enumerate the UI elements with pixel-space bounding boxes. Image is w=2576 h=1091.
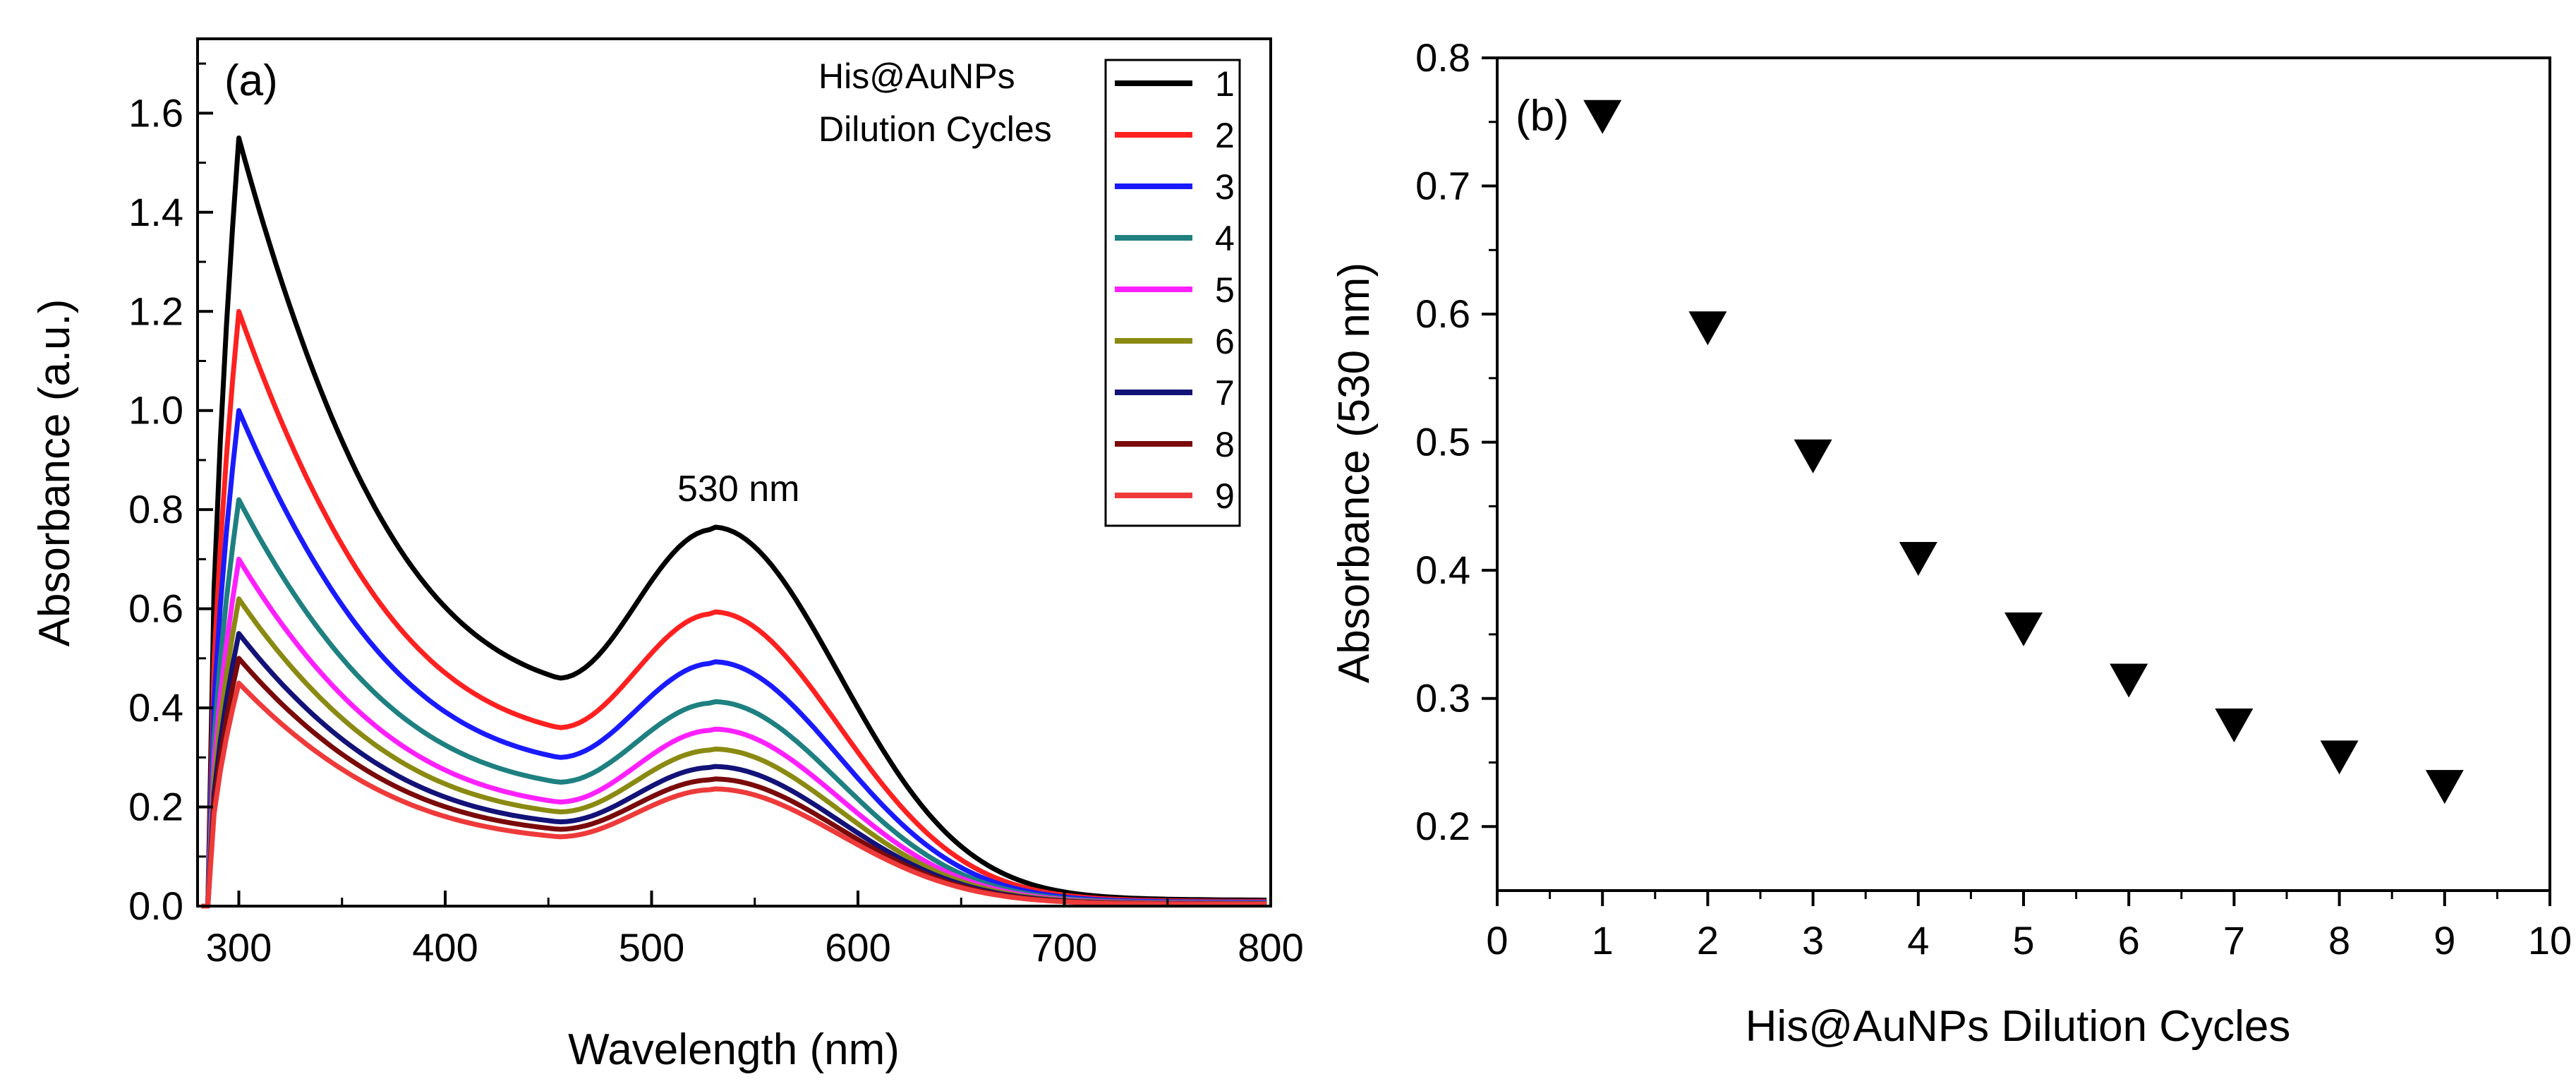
legend-label-1: 1	[1215, 64, 1235, 104]
scatter-point-2	[1688, 311, 1727, 346]
y-tick-label: 0.7	[1415, 164, 1470, 208]
legend-label-9: 9	[1215, 476, 1235, 516]
legend-label-4: 4	[1215, 219, 1235, 258]
scatter-point-4	[1899, 542, 1937, 576]
y-tick-label: 0.5	[1415, 420, 1470, 464]
series-line-9	[201, 680, 1267, 909]
y-tick-label: 0.8	[1415, 35, 1470, 80]
x-tick-label: 400	[412, 925, 478, 970]
x-tick-label: 700	[1032, 925, 1097, 970]
y-tick-label: 1.0	[128, 388, 183, 433]
y-tick-label: 0.2	[128, 785, 183, 829]
scatter-point-3	[1794, 439, 1832, 474]
series-line-4	[201, 497, 1267, 909]
x-tick-label: 10	[2528, 918, 2572, 963]
panel-b-frame	[1496, 56, 2551, 892]
x-tick-label: 2	[1697, 918, 1719, 963]
x-tick-label: 800	[1238, 925, 1303, 970]
legend-title-line2: Dilution Cycles	[818, 109, 1052, 149]
legend-label-3: 3	[1215, 167, 1235, 207]
panel-a: 300 400 500 600 700 800 0.0 0.2 0.4 0.6 0.8 1.0 1.2 1…	[30, 37, 1304, 1074]
legend-label-7: 7	[1215, 373, 1235, 413]
x-tick-label: 6	[2118, 918, 2140, 963]
x-tick-label: 8	[2328, 918, 2350, 963]
x-tick-label: 500	[619, 925, 684, 970]
x-tick-label: 4	[1907, 918, 1929, 963]
y-tick-label: 0.8	[128, 487, 183, 531]
x-tick-label: 600	[825, 925, 890, 970]
y-tick-label: 1.6	[128, 90, 183, 135]
panel-a-x-title: Wavelength (nm)	[568, 1025, 900, 1074]
panel-a-curves	[201, 135, 1267, 909]
y-tick-label: 0.0	[128, 884, 183, 928]
y-tick-label: 0.2	[1415, 804, 1470, 848]
x-tick-label: 3	[1802, 918, 1824, 963]
panel-b-label: (b)	[1516, 92, 1569, 140]
panel-b-points	[1583, 100, 2464, 804]
scatter-point-6	[2110, 663, 2148, 698]
legend-items: 1 2 3 4 5 6 7 8 9	[1115, 64, 1235, 516]
x-tick-label: 0	[1486, 918, 1508, 963]
y-tick-label: 1.2	[128, 289, 183, 333]
scatter-point-7	[2215, 709, 2254, 742]
legend-label-8: 8	[1215, 425, 1235, 464]
peak-annotation: 530 nm	[677, 469, 799, 510]
scatter-point-8	[2320, 740, 2359, 775]
panel-a-frame	[196, 37, 1272, 908]
legend-label-5: 5	[1215, 270, 1235, 310]
y-tick-label: 0.4	[128, 685, 183, 730]
panel-a-legend: His@AuNPs Dilution Cycles 1 2 3 4 5 6 7 8 9	[818, 56, 1241, 527]
panel-b: 0 1 2 3 4 5 6 7 8 9 10 0.2 0.3 0.4 0.5 0.6 0.7 0.8 (b) Hi…	[1330, 35, 2572, 1051]
x-tick-label: 7	[2223, 918, 2245, 963]
legend-label-2: 2	[1215, 116, 1235, 155]
scatter-point-5	[2004, 612, 2043, 646]
y-tick-label: 0.6	[1415, 291, 1470, 336]
y-tick-label: 0.3	[1415, 676, 1470, 721]
panel-b-y-title: Absorbance (530 nm)	[1330, 263, 1379, 683]
scatter-point-1	[1583, 100, 1622, 134]
panel-a-y-title: Absorbance (a.u.)	[30, 299, 79, 647]
x-tick-label: 5	[2012, 918, 2034, 963]
x-tick-label: 300	[206, 925, 272, 970]
legend-label-6: 6	[1215, 322, 1235, 361]
panel-a-label: (a)	[224, 56, 278, 105]
panel-a-ticks: 300 400 500 600 700 800 0.0 0.2 0.4 0.6 0.8 1.0 1.2 1…	[128, 62, 1304, 970]
y-tick-label: 0.4	[1415, 548, 1470, 592]
y-tick-label: 1.4	[128, 190, 183, 234]
legend-title-line1: His@AuNPs	[818, 56, 1015, 96]
x-tick-label: 1	[1592, 918, 1614, 963]
x-tick-label: 9	[2433, 918, 2455, 963]
panel-b-x-title: His@AuNPs Dilution Cycles	[1746, 1002, 2291, 1051]
scatter-point-9	[2425, 770, 2464, 804]
panel-b-ticks: 0 1 2 3 4 5 6 7 8 9 10 0.2 0.3 0.4 0.5 0.6 0.7 0.8	[1415, 35, 2572, 963]
y-tick-label: 0.6	[128, 586, 183, 631]
